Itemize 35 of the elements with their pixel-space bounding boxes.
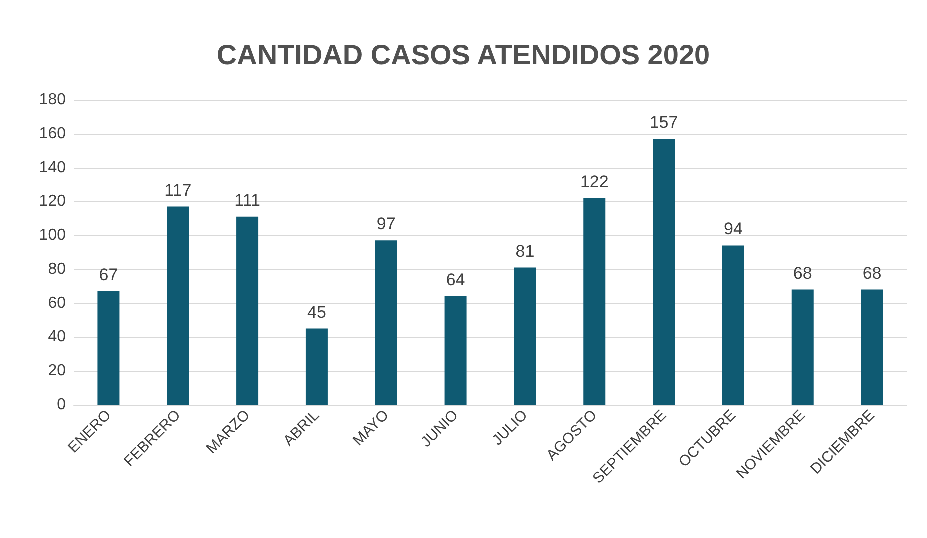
y-tick-label: 140 [39, 159, 66, 176]
bar [653, 138, 676, 405]
data-label: 68 [862, 264, 882, 283]
bar [514, 268, 536, 405]
y-tick-label: 100 [39, 227, 66, 244]
data-label: 117 [164, 180, 192, 200]
y-tick-label: 160 [39, 125, 66, 142]
data-label: 157 [650, 112, 678, 132]
data-label: 67 [99, 265, 118, 284]
y-tick-label: 120 [39, 193, 66, 210]
data-label: 122 [580, 172, 609, 192]
bar [792, 290, 814, 405]
bar [444, 296, 467, 405]
bar [722, 246, 744, 405]
bar [584, 198, 606, 405]
bar [375, 240, 398, 405]
y-tick-label: 40 [48, 328, 66, 346]
y-tick-label: 0 [57, 396, 66, 414]
data-label: 94 [724, 220, 743, 239]
data-label: 97 [376, 214, 396, 234]
y-tick-label: 20 [48, 362, 66, 380]
data-label: 68 [793, 264, 812, 283]
bar [98, 291, 120, 405]
y-tick-label: 180 [39, 92, 66, 108]
data-label: 45 [307, 302, 326, 322]
y-tick-label: 80 [48, 260, 66, 278]
y-tick-label: 60 [48, 294, 66, 312]
chart-title: CANTIDAD CASOS ATENDIDOS 2020 [216, 40, 710, 70]
bar [167, 206, 190, 405]
bar [236, 216, 259, 405]
data-label: 111 [234, 190, 260, 210]
bar [861, 290, 884, 405]
bar [306, 328, 328, 405]
data-label: 81 [516, 242, 535, 261]
data-label: 64 [446, 270, 466, 290]
